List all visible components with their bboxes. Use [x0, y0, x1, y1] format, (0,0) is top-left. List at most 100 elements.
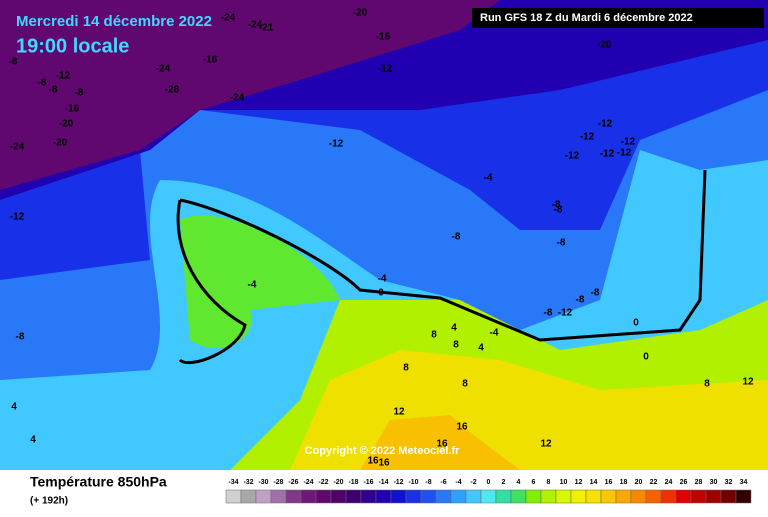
scale-tick: -8	[425, 479, 431, 486]
scale-swatch	[555, 489, 572, 504]
contour-label: -8	[552, 200, 561, 211]
scale-swatch	[615, 489, 632, 504]
contour-label: -12	[558, 308, 573, 319]
scale-swatch	[405, 489, 422, 504]
contour-label: 0	[378, 288, 384, 299]
scale-tick: 0	[487, 479, 491, 486]
run-box	[472, 8, 764, 28]
contour-label: -4	[248, 280, 257, 291]
scale-tick: 34	[740, 479, 748, 486]
contour-label: 16	[378, 458, 390, 469]
scale-swatch	[330, 489, 347, 504]
scale-tick: 10	[560, 479, 568, 486]
contour-label: 0	[643, 352, 649, 363]
contour-label: -12	[565, 151, 580, 162]
contour-label: -24	[10, 142, 25, 153]
contour-label: -24	[248, 20, 263, 31]
scale-tick: -32	[243, 479, 253, 486]
scale-tick: 24	[665, 479, 673, 486]
contour-label: 8	[462, 379, 468, 390]
contour-label: 12	[393, 407, 405, 418]
contour-label: -16	[376, 32, 391, 43]
contour-label: -8	[75, 88, 84, 99]
contour-label: 4	[11, 402, 17, 413]
scale-swatch	[435, 489, 452, 504]
contour-label: -12	[329, 139, 344, 150]
contour-label: -24	[156, 64, 171, 75]
contour-label: -12	[600, 149, 615, 160]
contour-label: 16	[367, 456, 379, 467]
contour-label: -12	[621, 137, 636, 148]
scale-swatch	[705, 489, 722, 504]
scale-swatch	[495, 489, 512, 504]
scale-swatch	[540, 489, 557, 504]
contour-label: 8	[704, 379, 710, 390]
scale-tick: 32	[725, 479, 733, 486]
contour-label: -8	[38, 78, 47, 89]
scale-tick: -4	[455, 479, 461, 486]
scale-swatch	[570, 489, 587, 504]
contour-label: 12	[540, 439, 552, 450]
scale-tick: 14	[590, 479, 598, 486]
scale-swatch	[255, 489, 272, 504]
contour-label: -4	[484, 173, 493, 184]
zero-isotherm	[176, 169, 707, 365]
contour-label: 4	[451, 323, 457, 334]
scale-tick: -30	[258, 479, 268, 486]
scale-swatch	[690, 489, 707, 504]
contour-label: -8	[576, 295, 585, 306]
contour-label: -4	[378, 274, 387, 285]
scale-tick: 12	[575, 479, 583, 486]
scale-swatch	[480, 489, 497, 504]
contour-label: -24	[221, 13, 236, 24]
scale-tick: -18	[348, 479, 358, 486]
scale-tick: 28	[695, 479, 703, 486]
scale-swatch	[585, 489, 602, 504]
contour-label: 8	[403, 363, 409, 374]
time-label: 19:00 locale	[16, 35, 129, 57]
scale-tick: -34	[228, 479, 238, 486]
scale-tick: -28	[273, 479, 283, 486]
scale-tick: 20	[635, 479, 643, 486]
scale-tick: -22	[318, 479, 328, 486]
scale-swatch	[360, 489, 377, 504]
scale-tick: -24	[303, 479, 313, 486]
contour-label: -8	[452, 232, 461, 243]
scale-swatch	[720, 489, 737, 504]
scale-swatch	[735, 489, 752, 504]
scale-tick: -14	[378, 479, 388, 486]
scale-swatch	[240, 489, 257, 504]
contour-label: -12	[598, 119, 613, 130]
contour-label: -20	[59, 119, 74, 130]
contour-label: 12	[742, 377, 754, 388]
contour-label: -24	[230, 93, 245, 104]
scale-swatch	[390, 489, 407, 504]
footer-title: Température 850hPa	[30, 474, 167, 490]
contour-label: 16	[436, 439, 448, 450]
zone	[0, 0, 500, 190]
contour-label: -20	[597, 40, 612, 51]
contour-label: -8	[591, 288, 600, 299]
scale-swatch	[270, 489, 287, 504]
scale-swatch	[600, 489, 617, 504]
scale-tick: -20	[333, 479, 343, 486]
contour-label: -21	[259, 23, 274, 34]
contour-label: -8	[49, 85, 58, 96]
contour-label: -8	[554, 205, 563, 216]
contour-label: -8	[557, 238, 566, 249]
scale-swatch	[420, 489, 437, 504]
contour-label: -16	[65, 104, 80, 115]
scale-tick: -26	[288, 479, 298, 486]
scale-tick: -6	[440, 479, 446, 486]
contour-label: -8	[544, 308, 553, 319]
contour-label: -20	[353, 8, 368, 19]
scale-swatch	[465, 489, 482, 504]
scale-swatch	[300, 489, 317, 504]
zone	[180, 215, 340, 349]
contour-label: -12	[580, 132, 595, 143]
contour-label: 8	[453, 340, 459, 351]
scale-swatch	[660, 489, 677, 504]
contour-label: -20	[53, 138, 68, 149]
contour-label: -12	[56, 71, 71, 82]
